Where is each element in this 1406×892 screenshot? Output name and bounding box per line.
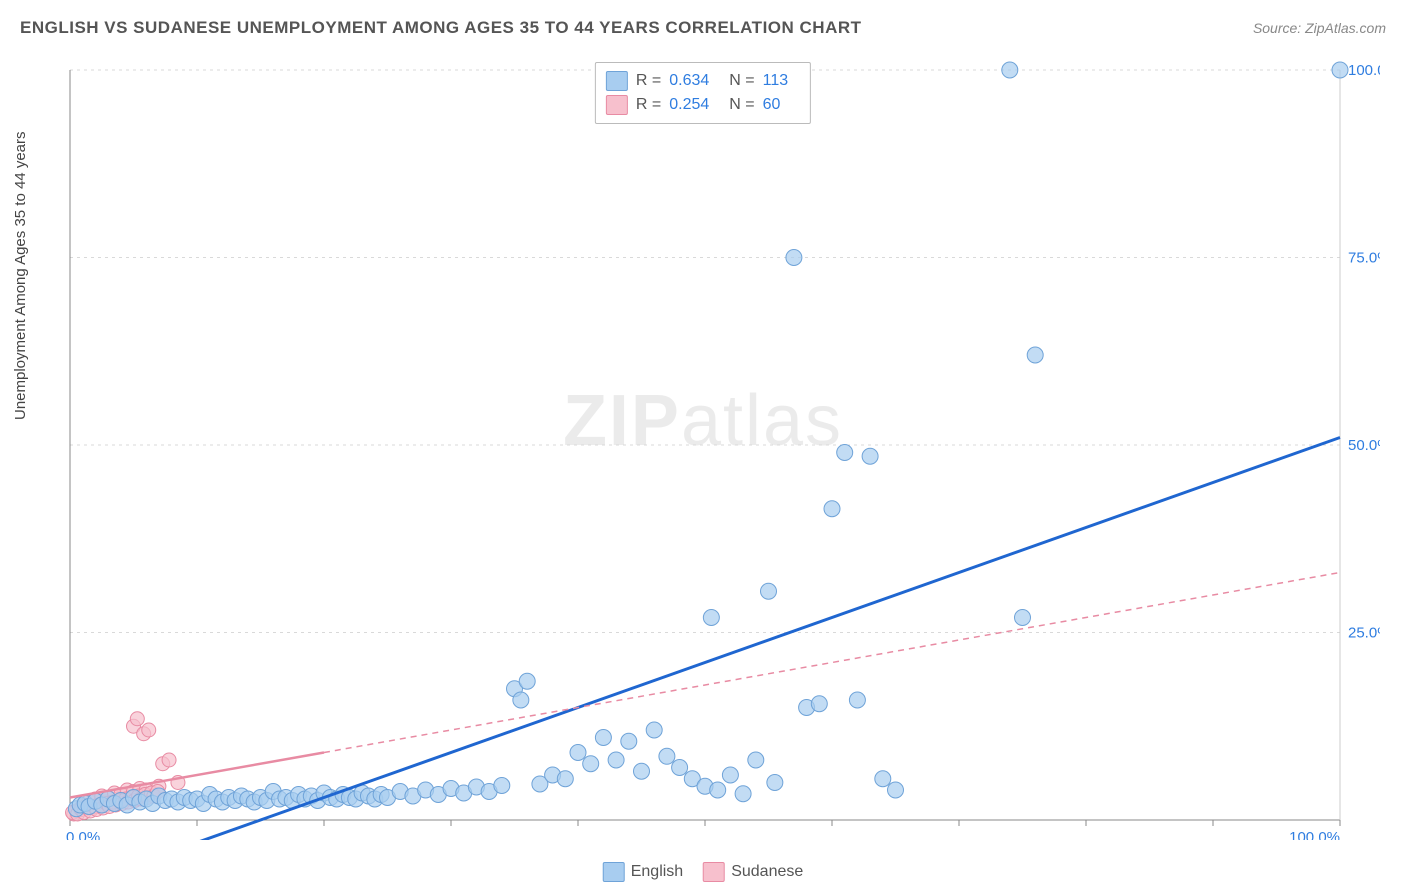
legend-bottom-item: Sudanese	[703, 862, 803, 882]
legend-r-label: R =	[636, 72, 661, 90]
legend-n-label: N =	[729, 72, 754, 90]
legend-swatch	[606, 95, 628, 115]
legend-label: English	[631, 863, 683, 881]
legend-swatch	[703, 862, 725, 882]
chart-source: Source: ZipAtlas.com	[1253, 20, 1386, 36]
legend-series: English Sudanese	[603, 862, 804, 882]
svg-text:50.0%: 50.0%	[1348, 437, 1380, 454]
svg-text:100.0%: 100.0%	[1348, 62, 1380, 79]
legend-n-label: N =	[729, 96, 754, 114]
legend-r-value: 0.634	[669, 72, 709, 90]
legend-r-label: R =	[636, 96, 661, 114]
legend-n-value: 113	[763, 72, 789, 90]
legend-swatch	[606, 71, 628, 91]
chart-area: 25.0% 50.0% 75.0% 100.0% 0.0% 100.0%	[60, 60, 1380, 840]
legend-correlation: R = 0.634 N = 113 R = 0.254 N = 60	[595, 62, 811, 124]
y-axis-label: Unemployment Among Ages 35 to 44 years	[12, 131, 29, 420]
legend-r-value: 0.254	[669, 96, 709, 114]
svg-text:100.0%: 100.0%	[1289, 829, 1340, 840]
chart-title: ENGLISH VS SUDANESE UNEMPLOYMENT AMONG A…	[20, 18, 862, 38]
svg-text:0.0%: 0.0%	[66, 829, 100, 840]
svg-text:25.0%: 25.0%	[1348, 625, 1380, 642]
legend-row: R = 0.634 N = 113	[606, 69, 800, 93]
legend-bottom-item: English	[603, 862, 683, 882]
legend-row: R = 0.254 N = 60	[606, 93, 800, 117]
legend-n-value: 60	[763, 96, 781, 114]
chart-svg: 25.0% 50.0% 75.0% 100.0% 0.0% 100.0%	[60, 60, 1380, 840]
svg-text:75.0%: 75.0%	[1348, 250, 1380, 267]
legend-label: Sudanese	[731, 863, 803, 881]
legend-swatch	[603, 862, 625, 882]
